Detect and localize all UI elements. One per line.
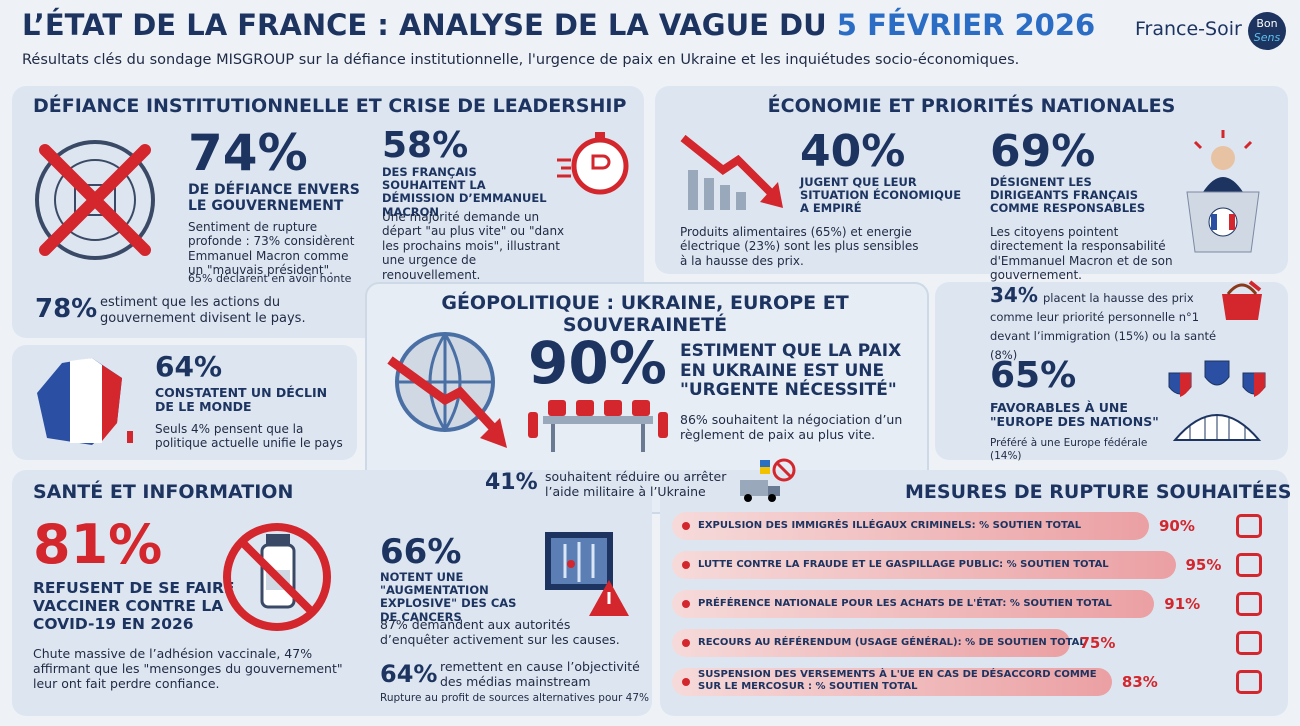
measure-bar (672, 590, 1155, 618)
measure-value: 75% (1079, 634, 1116, 652)
stat-value: 64% (155, 350, 223, 383)
stat-value: 74% (188, 124, 308, 182)
title-date: 5 FÉVRIER 2026 (836, 8, 1096, 42)
icon-cart (1222, 280, 1262, 320)
stat-value: 90% (528, 329, 667, 397)
stat-text: Préféré à une Europe fédérale (14%) (990, 437, 1148, 462)
stat-note: 65% déclarent en avoir honte (188, 272, 352, 285)
icon-map (37, 358, 133, 445)
stat-text: Chute massive de l’adhésion vaccinale, 4… (33, 646, 343, 691)
section-title: MESURES DE RUPTURE SOUHAITÉES (905, 481, 1292, 503)
stat-value: 64% (380, 660, 438, 688)
stat-text: Sentiment de rupture profonde : 73% cons… (188, 220, 355, 278)
brand: France-Soir (1135, 18, 1242, 40)
stat-label: DÉSIGNENT LES DIRIGEANTS FRANÇAIS COMME … (990, 175, 1146, 216)
stat-value: 58% (382, 125, 469, 166)
stat-text: Les citoyens pointent directement la res… (990, 225, 1173, 283)
stat-label: FAVORABLES À UNE "EUROPE DES NATIONS" (990, 400, 1159, 430)
stat-label: REFUSENT DE SE FAIRE VACCINER CONTRE LA … (33, 579, 235, 633)
measure-value: 83% (1121, 673, 1158, 691)
stat-label: JUGENT QUE LEUR SITUATION ÉCONOMIQUE A E… (800, 175, 962, 216)
stat-value: 81% (33, 513, 163, 576)
icon-no-vaccine (223, 523, 331, 631)
bullet (682, 678, 690, 686)
stat-label: DE DÉFIANCE ENVERS LE GOUVERNEMENT (188, 182, 360, 215)
icon-stamp (35, 140, 155, 260)
stat-note: Rupture au profit de sources alternative… (380, 692, 650, 704)
stat-text: 87% demandent aux autorités d’enquêter a… (380, 617, 620, 647)
stat-text: Produits alimentaires (65%) et energie é… (680, 225, 919, 268)
measure-icon (1236, 592, 1262, 616)
stat-text: remettent en cause l’objectivité des méd… (440, 659, 640, 689)
icon-globe (387, 332, 507, 448)
stat-text: Une majorité demande un départ "au plus … (382, 210, 565, 282)
logo-top: Bon (1256, 17, 1278, 30)
measure-bar (672, 668, 1112, 696)
logo-bottom: Sens (1253, 31, 1281, 45)
bullet (682, 600, 690, 608)
measure-value: 90% (1159, 517, 1195, 535)
icon-europe (1168, 360, 1266, 441)
icon-xray (545, 532, 629, 616)
measure-value: 91% (1164, 595, 1201, 613)
stat-value: 41% (485, 470, 538, 495)
stat-label: NOTENT UNE "AUGMENTATION EXPLOSIVE" DES … (380, 570, 517, 624)
measure-label: RECOURS AU RÉFÉRENDUM (USAGE GÉNÉRAL): %… (698, 637, 1086, 648)
measure-label: LUTTE CONTRE LA FRAUDE ET LE GASPILLAGE … (698, 559, 1109, 570)
icon-podium (1186, 130, 1260, 253)
stat-value: 78% (35, 294, 98, 324)
stat-text: 86% souhaitent la négociation d’un règle… (680, 412, 903, 442)
section-title: DÉFIANCE INSTITUTIONNELLE ET CRISE DE LE… (33, 95, 627, 117)
logo: Bon Sens (1248, 12, 1286, 50)
stat-value: 34% (990, 283, 1038, 307)
main-title: L’ÉTAT DE LA FRANCE : ANALYSE DE LA VAGU… (22, 8, 1095, 42)
panel-sante (12, 470, 652, 716)
section-title: ÉCONOMIE ET PRIORITÉS NATIONALES (767, 95, 1176, 117)
measure-label: EXPULSION DES IMMIGRÉS ILLÉGAUX CRIMINEL… (698, 520, 1082, 531)
bullet (682, 561, 690, 569)
icon-stopwatch (557, 132, 629, 195)
icon-truck (740, 458, 796, 502)
measure-bar (672, 512, 1149, 540)
stat-value: 65% (990, 355, 1077, 396)
stat-value: 66% (380, 532, 462, 572)
subtitle: Résultats clés du sondage MISGROUP sur l… (22, 52, 1020, 68)
bullet (682, 639, 690, 647)
stat-text: souhaitent réduire ou arrêter l’aide mil… (545, 469, 727, 499)
measure-icon (1236, 514, 1262, 538)
stat-value: 69% (990, 126, 1096, 177)
stat-text: estiment que les actions du gouvernement… (100, 295, 306, 326)
measure-bar (672, 551, 1176, 579)
stat-text: Seuls 4% pensent que la politique actuel… (155, 422, 343, 451)
stat-label: CONSTATENT UN DÉCLIN DE LE MONDE (155, 385, 328, 415)
stat-label: ESTIMENT QUE LA PAIX EN UKRAINE EST UNE … (680, 341, 902, 401)
icon-table (528, 400, 668, 452)
bullet (682, 522, 690, 530)
measure-value: 95% (1185, 556, 1222, 574)
stat-inline: 34% placent la hausse des prix comme leu… (990, 285, 1225, 363)
measure-icon (1236, 670, 1262, 694)
stat-label: DES FRANÇAIS SOUHAITENT LA DÉMISSION D’E… (382, 165, 547, 219)
section-title: SANTÉ ET INFORMATION (33, 481, 294, 503)
measure-label: SUSPENSION DES VERSEMENTS À L'UE EN CAS … (698, 669, 1097, 692)
measure-label: PRÉFÉRENCE NATIONALE POUR LES ACHATS DE … (698, 598, 1112, 609)
section-title: GÉOPOLITIQUE : UKRAINE, EUROPE ET SOUVER… (441, 292, 849, 336)
measure-icon (1236, 553, 1262, 577)
measure-icon (1236, 631, 1262, 655)
stat-text: placent la hausse des prix comme leur pr… (990, 291, 1217, 362)
measure-bar (672, 629, 1070, 657)
stat-value: 40% (800, 126, 906, 177)
title-text: L’ÉTAT DE LA FRANCE : ANALYSE DE LA VAGU… (22, 8, 827, 42)
icon-decline-chart (680, 134, 783, 210)
